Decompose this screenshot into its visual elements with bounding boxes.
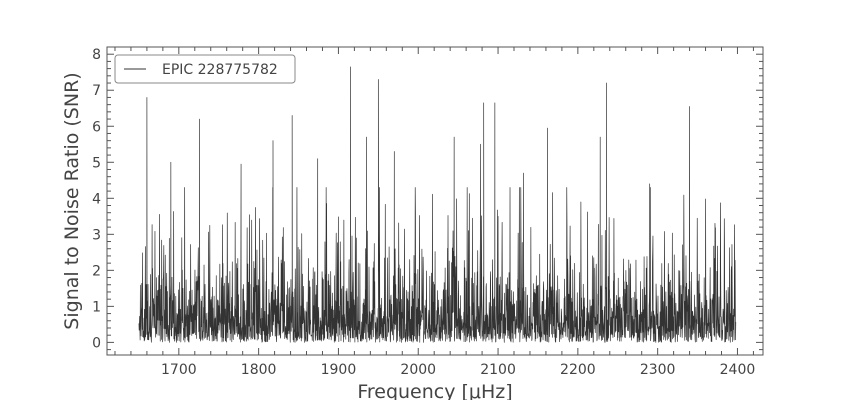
x-axis: 1700 1800 1900 2000 2100 2200 2300 2400 xyxy=(114,47,756,378)
y-tick-label: 8 xyxy=(92,47,101,63)
x-tick-label: 2100 xyxy=(480,362,516,378)
legend: EPIC 228775782 xyxy=(114,54,296,84)
x-tick-label: 1700 xyxy=(161,362,197,378)
y-tick-label: 4 xyxy=(92,191,101,207)
y-axis-label: Signal to Noise Ratio (SNR) xyxy=(61,72,83,329)
y-tick-label: 7 xyxy=(92,83,101,99)
x-tick-label: 2400 xyxy=(720,362,756,378)
x-tick-label: 2300 xyxy=(640,362,676,378)
series-line-epic-228775782 xyxy=(138,66,737,343)
y-tick-label: 6 xyxy=(92,119,101,135)
y-tick-label: 5 xyxy=(92,155,101,171)
x-tick-label: 2200 xyxy=(560,362,596,378)
y-axis: 0 1 2 3 4 5 6 7 8 xyxy=(92,47,763,351)
legend-box xyxy=(114,54,296,84)
x-tick-label: 1800 xyxy=(241,362,277,378)
y-tick-label: 0 xyxy=(92,335,101,351)
y-tick-label: 3 xyxy=(92,227,101,243)
y-tick-label: 1 xyxy=(92,299,101,315)
y-tick-label: 2 xyxy=(92,263,101,279)
x-tick-label: 2000 xyxy=(400,362,436,378)
axes-frame xyxy=(106,46,764,356)
legend-label-epic-228775782: EPIC 228775782 xyxy=(162,62,278,78)
x-tick-label: 1900 xyxy=(321,362,357,378)
x-axis-label: Frequency [μHz] xyxy=(357,381,512,400)
